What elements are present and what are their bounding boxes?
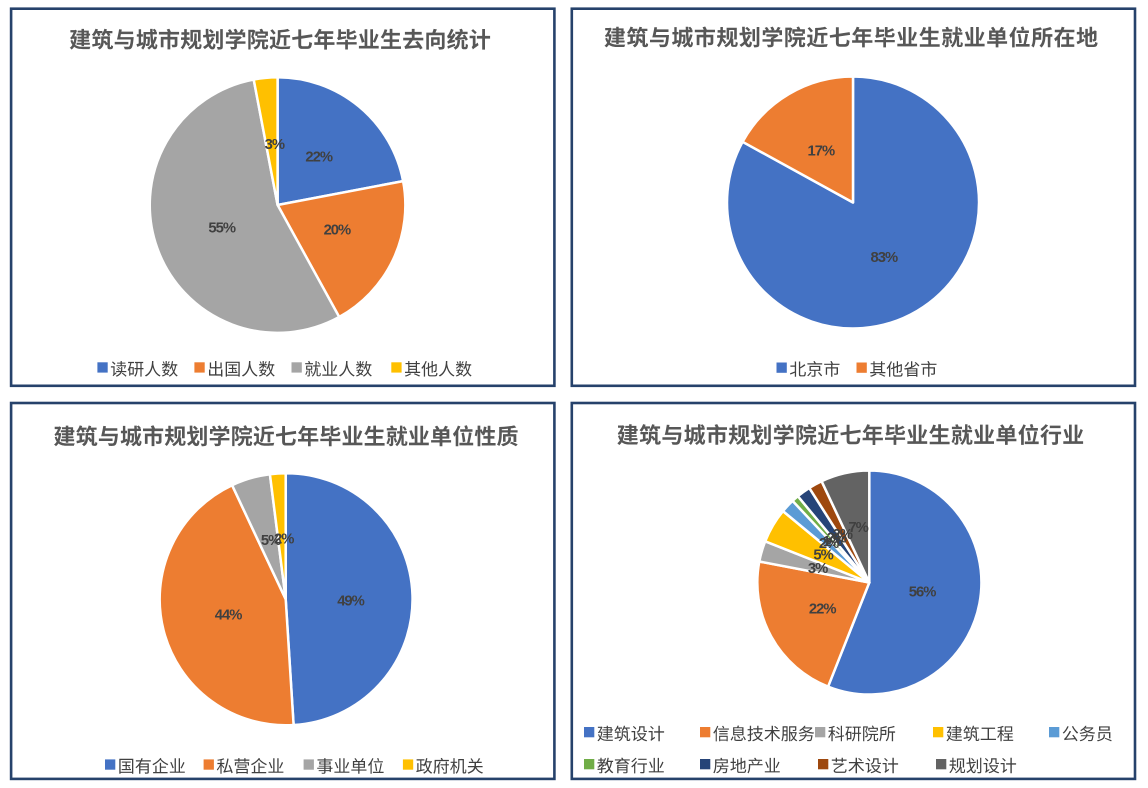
svg-text:22%: 22%: [809, 602, 836, 618]
svg-text:2%: 2%: [274, 531, 294, 547]
svg-text:1%: 1%: [823, 534, 843, 550]
svg-text:3%: 3%: [265, 137, 285, 153]
svg-text:55%: 55%: [208, 221, 235, 237]
svg-text:17%: 17%: [807, 143, 834, 159]
svg-text:2%: 2%: [833, 527, 853, 543]
svg-text:49%: 49%: [337, 594, 364, 610]
svg-text:2%: 2%: [827, 531, 847, 547]
svg-text:56%: 56%: [909, 585, 936, 601]
svg-text:83%: 83%: [870, 250, 897, 266]
svg-text:2%: 2%: [819, 536, 839, 552]
svg-text:44%: 44%: [215, 607, 242, 623]
svg-text:7%: 7%: [848, 520, 868, 536]
svg-text:5%: 5%: [813, 548, 833, 564]
svg-text:5%: 5%: [261, 533, 281, 549]
svg-text:20%: 20%: [324, 223, 351, 239]
svg-text:3%: 3%: [808, 561, 828, 577]
svg-text:22%: 22%: [305, 150, 332, 166]
